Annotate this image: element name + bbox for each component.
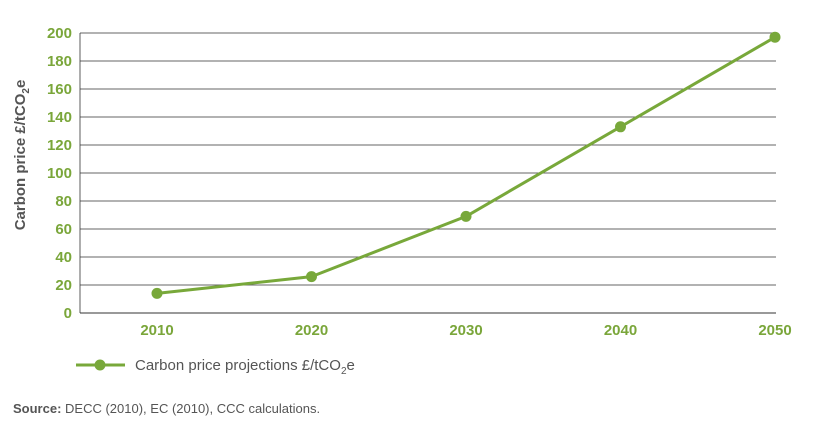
y-tick-200: 200 <box>47 25 72 42</box>
y-tick-140: 140 <box>47 109 72 126</box>
y-tick-labels: 0 20 40 60 80 100 120 140 160 180 200 <box>47 25 72 322</box>
x-tick-2030: 2030 <box>449 322 482 339</box>
source-note: Source: DECC (2010), EC (2010), CCC calc… <box>13 401 320 416</box>
x-tick-2010: 2010 <box>140 322 173 339</box>
x-tick-labels: 2010 2020 2030 2040 2050 <box>140 322 791 339</box>
y-tick-0: 0 <box>64 305 72 322</box>
legend: Carbon price projections £/tCO2e <box>76 357 355 377</box>
y-tick-80: 80 <box>55 193 72 210</box>
x-tick-2050: 2050 <box>758 322 791 339</box>
y-tick-160: 160 <box>47 81 72 98</box>
y-tick-20: 20 <box>55 277 72 294</box>
y-axis-label: Carbon price £/tCO2e <box>12 80 32 231</box>
y-tick-100: 100 <box>47 165 72 182</box>
y-tick-180: 180 <box>47 53 72 70</box>
data-point-2050 <box>769 31 781 43</box>
x-tick-2040: 2040 <box>604 322 637 339</box>
data-point-2020 <box>306 271 317 283</box>
gridlines <box>79 32 776 314</box>
source-text: DECC (2010), EC (2010), CCC calculations… <box>61 401 321 416</box>
y-tick-40: 40 <box>55 249 72 266</box>
data-point-2040 <box>615 121 626 133</box>
data-point-2030 <box>460 210 472 222</box>
legend-swatch-marker <box>94 359 106 371</box>
series-line-0 <box>155 35 777 295</box>
y-tick-60: 60 <box>55 221 72 238</box>
data-point-2010 <box>151 287 163 299</box>
source-label: Source: <box>13 401 62 416</box>
y-tick-120: 120 <box>47 137 72 154</box>
series-group <box>151 31 781 299</box>
x-tick-2020: 2020 <box>295 322 328 339</box>
legend-label: Carbon price projections £/tCO2e <box>135 357 355 377</box>
